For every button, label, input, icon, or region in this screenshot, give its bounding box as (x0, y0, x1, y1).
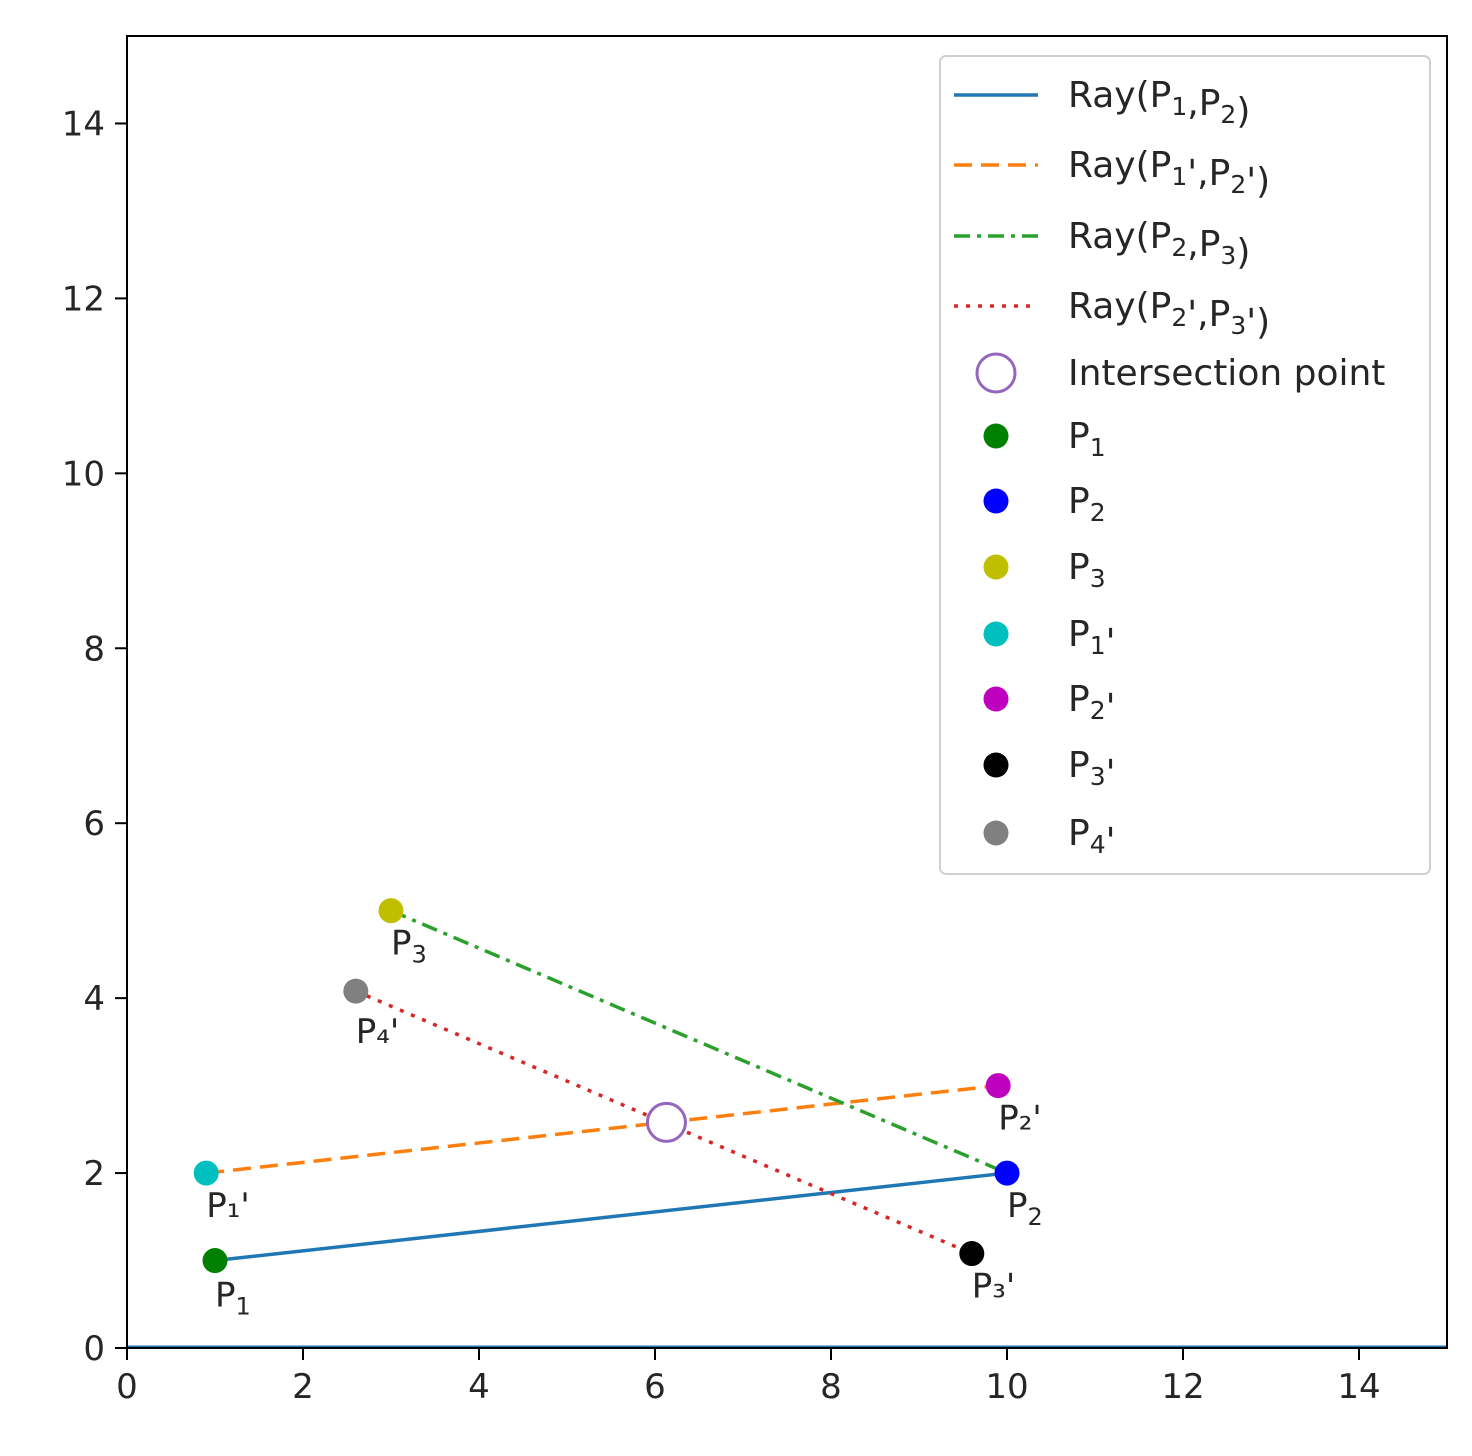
y-tick-label: 0 (83, 1329, 105, 1369)
marker-p-9 (985, 1073, 1011, 1099)
x-tick-label: 2 (292, 1367, 314, 1407)
legend-swatch (983, 554, 1009, 580)
marker-p-11 (343, 978, 369, 1004)
line-ray-p-p-0 (214, 1171, 1008, 1263)
y-tick-label: 10 (62, 454, 105, 494)
y-tick-label: 14 (62, 104, 105, 144)
legend-swatch (983, 488, 1009, 514)
x-tick-label: 10 (985, 1367, 1028, 1407)
legend-item-intersection-point-4: Intersection point (975, 352, 1385, 394)
legend-swatch (983, 621, 1009, 647)
y-axis: 0 2 4 6 8 10 12 14 (62, 104, 127, 1369)
legend-item-p-9: P2' (983, 679, 1116, 728)
line-ray-p-p-2 (390, 909, 1008, 1175)
y-tick-label: 2 (83, 1154, 105, 1194)
point-label-p-11: P₄' (356, 1012, 399, 1052)
y-tick-label: 8 (83, 629, 105, 669)
x-tick-label: 6 (644, 1367, 666, 1407)
x-tick-label: 14 (1337, 1367, 1380, 1407)
legend-swatch (983, 686, 1009, 712)
legend-swatch (983, 752, 1009, 778)
plot-frame (126, 35, 1448, 1349)
marker-p-10 (959, 1241, 985, 1267)
marker-p-7 (378, 898, 404, 924)
y-tick-label: 6 (83, 804, 105, 844)
legend: Ray(P1,P2)Ray(P1',P2')Ray(P2,P3)Ray(P2',… (939, 55, 1431, 875)
y-tick-label: 12 (62, 279, 105, 319)
y-tick-label: 4 (83, 979, 105, 1019)
point-label-p-6: P2 (1007, 1186, 1043, 1231)
legend-box (939, 55, 1431, 875)
line-ray-p-p-3 (355, 989, 973, 1256)
intersection-point-marker (645, 1101, 687, 1143)
point-label-p-9: P₂' (998, 1099, 1041, 1139)
marker-p-6 (994, 1160, 1020, 1186)
x-tick-label: 4 (468, 1367, 490, 1407)
line-ray-p-p-1 (206, 1083, 999, 1175)
legend-swatch (983, 820, 1009, 846)
x-tick-label: 12 (1161, 1367, 1204, 1407)
legend-item-p-6: P2 (983, 481, 1106, 527)
x-tick-label: 8 (820, 1367, 842, 1407)
marker-p-8 (193, 1160, 219, 1186)
point-label-p-10: P₃' (972, 1267, 1015, 1307)
x-axis: 0 2 4 6 8 10 12 14 (116, 1348, 1381, 1407)
marker-p-5 (202, 1248, 228, 1274)
legend-label: Intersection point (1068, 353, 1385, 394)
x-tick-label: 0 (116, 1367, 138, 1407)
legend-swatch (983, 423, 1009, 449)
legend-item-p-10: P3' (983, 745, 1116, 794)
plot-markers (193, 898, 1020, 1274)
legend-swatch (975, 352, 1017, 394)
point-label-p-8: P₁' (206, 1186, 249, 1226)
